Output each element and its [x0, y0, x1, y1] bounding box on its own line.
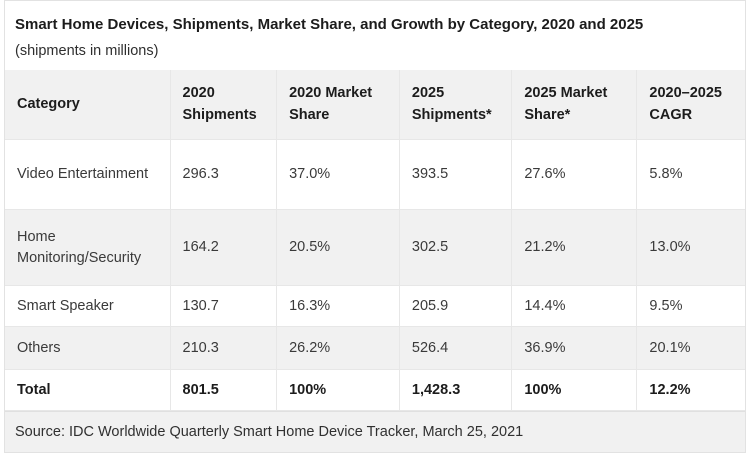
category-cell: Home Monitoring/Security [5, 209, 171, 287]
table-row-others: Others 210.3 26.2% 526.4 36.9% 20.1% [5, 326, 745, 371]
table-row-video-entertainment: Video Entertainment 296.3 37.0% 393.5 27… [5, 139, 745, 211]
value-cell: 16.3% [276, 285, 400, 328]
value-cell: 37.0% [276, 139, 400, 211]
page-title: Smart Home Devices, Shipments, Market Sh… [15, 16, 644, 33]
value-cell: 26.2% [276, 326, 400, 371]
value-cell: 21.2% [511, 209, 638, 287]
value-cell: 13.0% [636, 209, 745, 287]
value-cell: 164.2 [169, 209, 278, 287]
table-row-total: Total 801.5 100% 1,428.3 100% 12.2% [5, 369, 745, 412]
value-cell: 302.5 [398, 209, 513, 287]
total-value-cell: 100% [511, 369, 638, 412]
value-cell: 9.5% [636, 285, 745, 328]
header-cell-2025-shipments: 2025 Shipments* [398, 69, 513, 141]
title-block: Smart Home Devices, Shipments, Market Sh… [5, 1, 745, 70]
total-value-cell: 1,428.3 [398, 369, 513, 412]
value-cell: 20.5% [276, 209, 400, 287]
value-cell: 5.8% [636, 139, 745, 211]
source-text: Source: IDC Worldwide Quarterly Smart Ho… [15, 424, 524, 441]
header-cell-2020-market-share: 2020 Market Share [276, 69, 400, 141]
value-cell: 14.4% [511, 285, 638, 328]
total-value-cell: 100% [276, 369, 400, 412]
value-cell: 393.5 [398, 139, 513, 211]
table-row-home-monitoring-security: Home Monitoring/Security 164.2 20.5% 302… [5, 209, 745, 287]
data-table: Category 2020 Shipments 2020 Market Shar… [5, 69, 745, 412]
table-widget: Smart Home Devices, Shipments, Market Sh… [4, 0, 746, 454]
value-cell: 210.3 [169, 326, 278, 371]
value-cell: 36.9% [511, 326, 638, 371]
header-cell-2025-market-share: 2025 Market Share* [511, 69, 638, 141]
value-cell: 20.1% [636, 326, 745, 371]
category-cell: Smart Speaker [5, 285, 171, 328]
header-row: Category 2020 Shipments 2020 Market Shar… [5, 69, 745, 141]
category-cell: Others [5, 326, 171, 371]
header-cell-cagr: 2020–2025 CAGR [636, 69, 745, 141]
table-row-smart-speaker: Smart Speaker 130.7 16.3% 205.9 14.4% 9.… [5, 285, 745, 328]
value-cell: 27.6% [511, 139, 638, 211]
page-subtitle: (shipments in millions) [15, 42, 159, 59]
value-cell: 130.7 [169, 285, 278, 328]
total-value-cell: 12.2% [636, 369, 745, 412]
category-cell: Video Entertainment [5, 139, 171, 211]
total-label-cell: Total [5, 369, 171, 412]
header-cell-2020-shipments: 2020 Shipments [169, 69, 278, 141]
total-value-cell: 801.5 [169, 369, 278, 412]
source-block: Source: IDC Worldwide Quarterly Smart Ho… [5, 411, 745, 453]
value-cell: 526.4 [398, 326, 513, 371]
value-cell: 296.3 [169, 139, 278, 211]
value-cell: 205.9 [398, 285, 513, 328]
header-cell-category: Category [5, 69, 171, 141]
